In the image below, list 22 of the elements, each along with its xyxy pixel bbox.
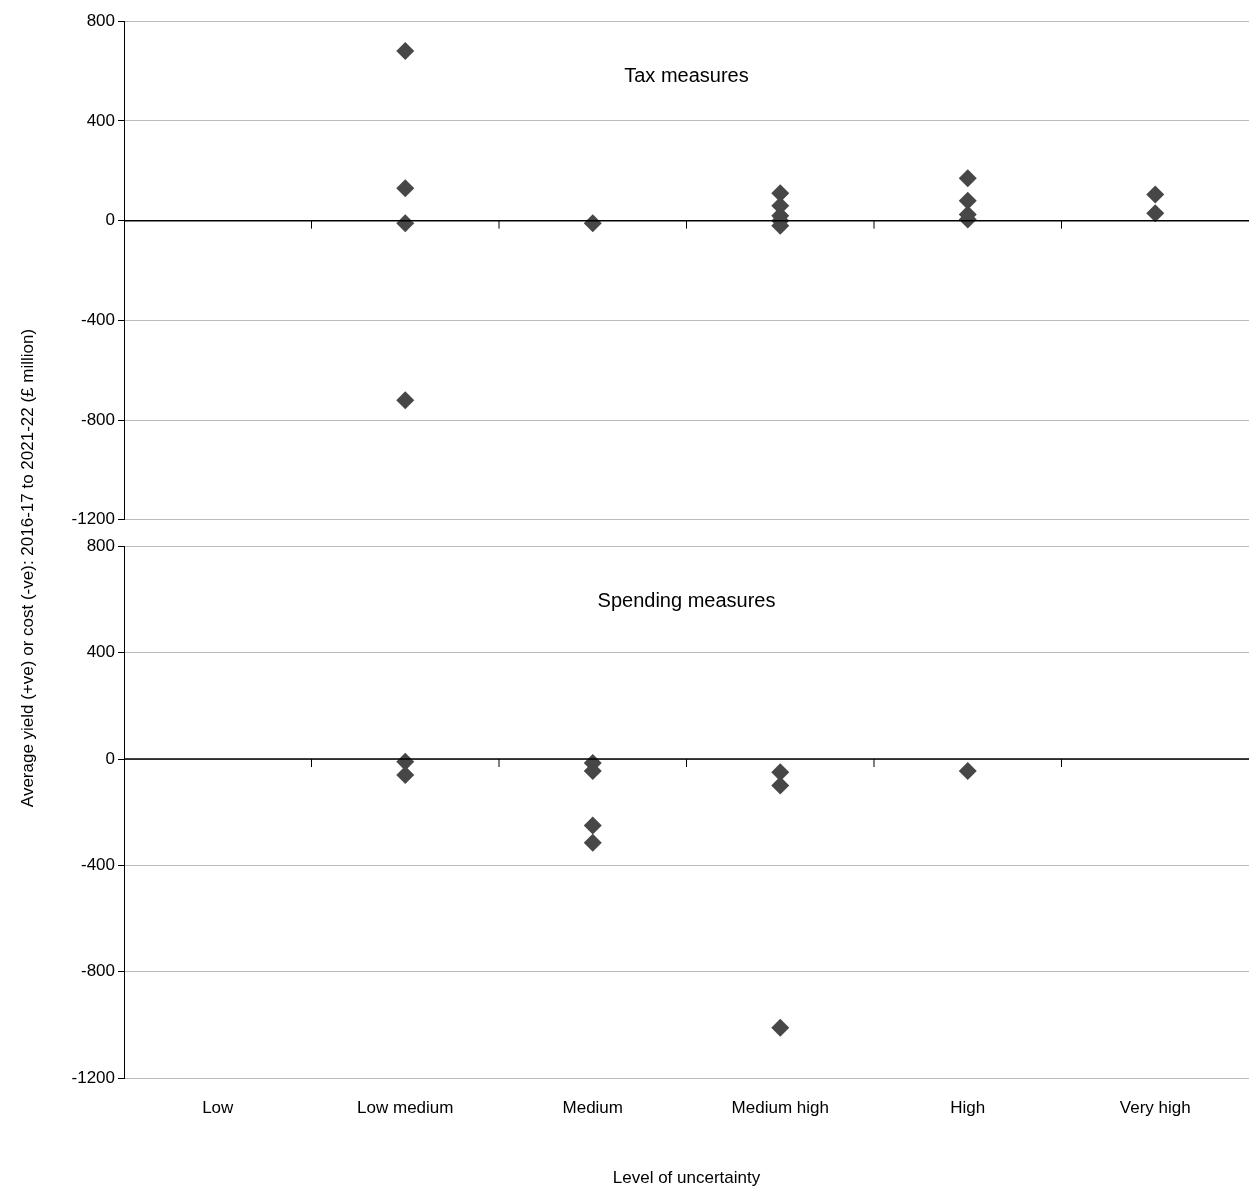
- x-tick-label: Very high: [1119, 1098, 1191, 1118]
- x-tick-label: Medium: [562, 1098, 623, 1118]
- y-tick-label: -1200: [71, 509, 115, 529]
- text: Spending measures: [597, 588, 776, 611]
- y-tick-label: -400: [80, 855, 115, 875]
- y-axis-title: Average yield (+ve) or cost (-ve): 2016-17 to 2021-22 (£ million): [18, 328, 38, 808]
- x-tick-label: Medium high: [731, 1098, 829, 1118]
- y-tick-label: 400: [86, 642, 115, 662]
- y-tick-label: -800: [80, 409, 115, 429]
- y-tick-label: 0: [105, 210, 115, 230]
- text: Tax measures: [624, 63, 749, 86]
- x-tick-label: Low medium: [357, 1098, 454, 1118]
- y-tick-label: 400: [86, 110, 115, 130]
- y-tick-label: 800: [86, 10, 115, 30]
- x-axis-title: Level of uncertainty: [612, 1168, 761, 1188]
- y-tick-label: -800: [80, 961, 115, 981]
- y-tick-label: -400: [80, 310, 115, 330]
- y-tick-label: -1200: [71, 1067, 115, 1087]
- y-tick-label: 0: [105, 748, 115, 768]
- y-tick-label: 800: [86, 535, 115, 555]
- x-tick-label: Low: [202, 1098, 235, 1118]
- x-tick-label: High: [950, 1098, 986, 1118]
